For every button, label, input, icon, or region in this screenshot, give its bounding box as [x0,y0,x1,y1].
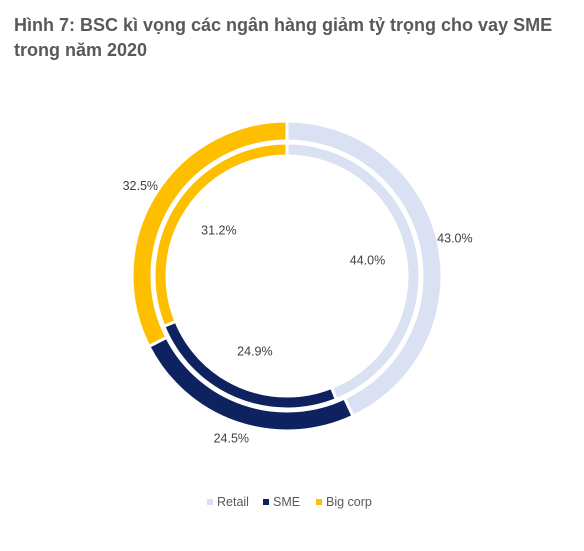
inner-label-big-corp: 31.2% [201,223,236,237]
outer-label-sme: 24.5% [214,432,249,446]
slices [130,119,444,433]
chart-title: Hình 7: BSC kì vọng các ngân hàng giảm t… [14,15,553,60]
outer-label-big-corp: 32.5% [123,179,158,193]
inner-label-sme: 24.9% [237,345,272,359]
outer-slice-big-corp [130,119,289,349]
legend: Retail SME Big corp [207,495,372,509]
inner-label-retail: 44.0% [350,254,385,268]
legend-swatch-big-corp [316,499,322,505]
inner-slice-big-corp [152,141,289,329]
legend-label-sme: SME [273,495,300,509]
legend-swatch-retail [207,499,213,505]
legend-label-retail: Retail [217,495,249,509]
outer-label-retail: 43.0% [437,232,472,246]
legend-swatch-sme [263,499,269,505]
legend-label-big-corp: Big corp [326,495,372,509]
data-labels: 43.0% 24.5% 32.5% 44.0% 24.9% 31.2% [123,179,473,446]
